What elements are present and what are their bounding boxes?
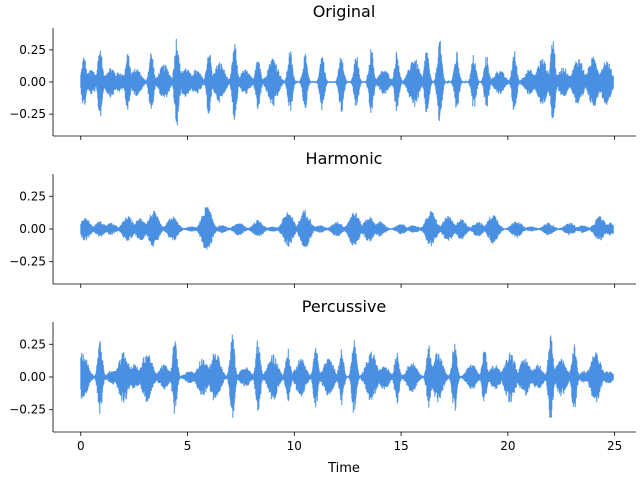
x-tick-label: 10	[287, 439, 302, 453]
panel-percussive: Percussive 0.25 0.00 −0.25 0 5 10 15 20 25	[9, 297, 636, 453]
x-ticks	[80, 136, 616, 140]
y-ticks: 0.25 0.00 −0.25	[9, 43, 53, 121]
y-tick-label: −0.25	[9, 255, 46, 269]
y-tick-label: 0.25	[19, 189, 46, 203]
waveform-percussive	[80, 334, 614, 418]
waveform-line	[80, 334, 614, 418]
x-ticks: 0 5 10 15 20 25	[77, 432, 622, 453]
waveform-original	[80, 38, 614, 126]
panel-harmonic: Harmonic 0.25 0.00 −0.25	[9, 149, 636, 288]
y-tick-label: −0.25	[9, 107, 46, 121]
x-tick-label: 5	[184, 439, 192, 453]
y-ticks: 0.25 0.00 −0.25	[9, 189, 53, 269]
panel-title: Percussive	[302, 297, 387, 316]
y-tick-label: 0.00	[19, 75, 46, 89]
x-tick-label: 15	[393, 439, 408, 453]
waveform-line	[80, 206, 614, 250]
y-ticks: 0.25 0.00 −0.25	[9, 337, 53, 417]
panel-title: Original	[313, 2, 376, 21]
waveform-harmonic	[80, 206, 614, 250]
panel-title: Harmonic	[306, 149, 383, 168]
y-tick-label: 0.00	[19, 370, 46, 384]
y-tick-label: 0.25	[19, 43, 46, 57]
x-tick-label: 20	[500, 439, 515, 453]
panel-original: Original 0.25 0.00 −0.25	[9, 2, 636, 140]
waveform-line	[80, 38, 614, 126]
x-tick-label: 25	[607, 439, 622, 453]
y-tick-label: 0.25	[19, 337, 46, 351]
y-tick-label: 0.00	[19, 222, 46, 236]
x-tick-label: 0	[77, 439, 85, 453]
x-ticks	[80, 284, 616, 288]
x-axis-label: Time	[327, 461, 360, 476]
y-tick-label: −0.25	[9, 403, 46, 417]
